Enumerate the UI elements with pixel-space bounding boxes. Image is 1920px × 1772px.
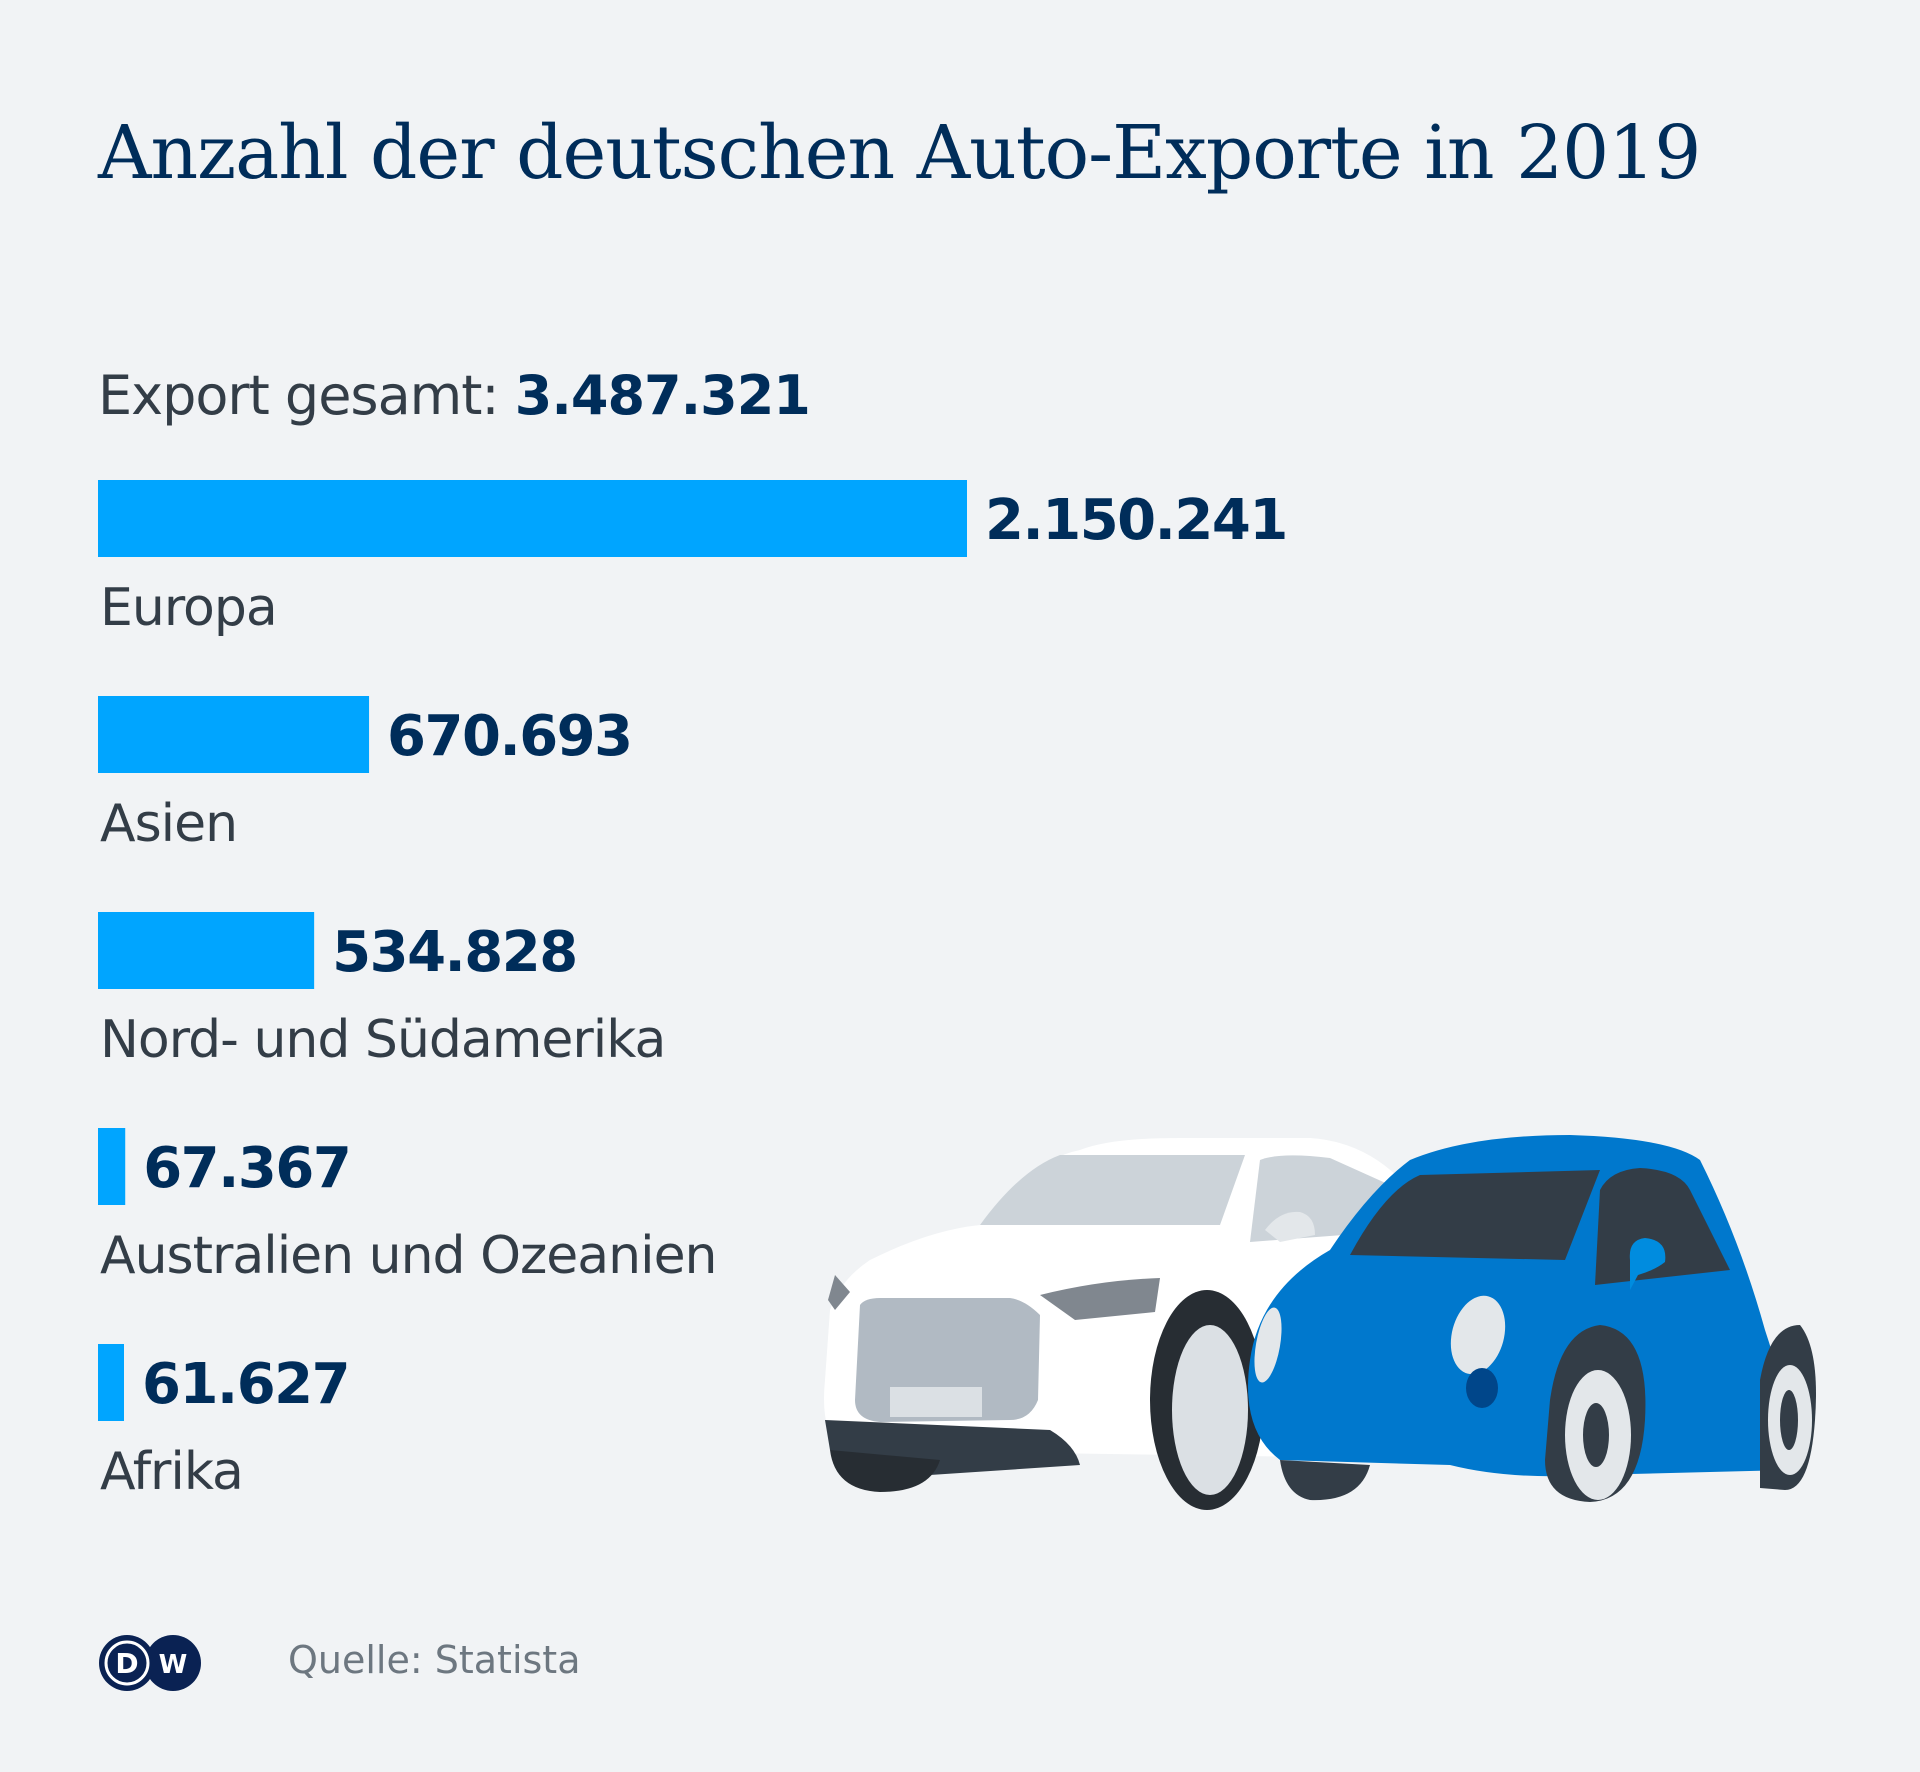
chart-title: Anzahl der deutschen Auto-Exporte in 201… [98,110,1701,196]
category-label-1: Asien [100,794,237,854]
source-note: Quelle: Statista [288,1638,581,1682]
category-label-4: Afrika [100,1442,243,1502]
blue-car-icon [1248,1135,1816,1502]
category-label-2: Nord- und Südamerika [100,1010,665,1070]
total-exports: Export gesamt: 3.487.321 [98,364,811,427]
bar-2 [98,912,315,989]
bar-4 [98,1344,124,1421]
bar-1 [98,696,370,773]
cars-illustration [824,1135,1816,1510]
total-label: Export gesamt: [98,364,500,427]
value-label-4: 61.627 [142,1352,349,1417]
value-label-0: 2.150.241 [985,488,1287,553]
bar-0 [98,480,967,557]
value-label-3: 67.367 [143,1136,350,1201]
category-label-0: Europa [100,578,277,638]
bar-3 [98,1128,126,1205]
dw-logo: D W [99,1635,201,1691]
dw-logo-w: W [159,1650,188,1680]
dw-logo-d: D [115,1647,138,1680]
total-value: 3.487.321 [514,364,811,427]
value-label-1: 670.693 [387,704,632,769]
category-label-3: Australien und Ozeanien [100,1226,717,1286]
value-label-2: 534.828 [332,920,577,985]
